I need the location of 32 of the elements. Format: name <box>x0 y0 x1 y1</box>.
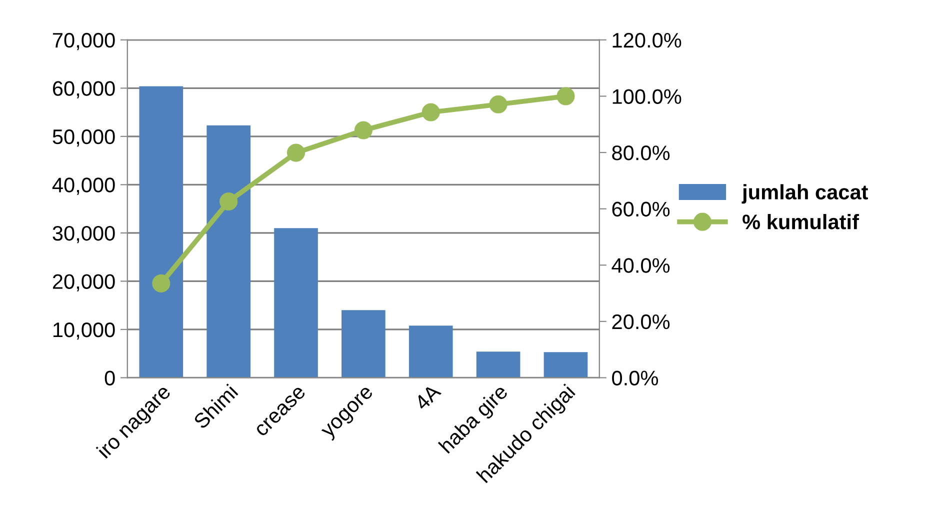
y2-tick-label: 120.0% <box>612 32 682 48</box>
bar <box>342 310 386 378</box>
bar <box>139 86 184 378</box>
y2-tick-label: 60.0% <box>612 202 670 217</box>
point <box>489 95 508 114</box>
point <box>556 87 575 106</box>
y2-tick-label: 100.0% <box>612 89 682 104</box>
bar <box>476 352 520 378</box>
y-tick-label: 60,000 <box>52 81 115 98</box>
bar <box>408 326 453 378</box>
y-tick-label: 0 <box>104 370 115 386</box>
y-tick-label: 50,000 <box>52 129 115 147</box>
y2-tick-label: 20.0% <box>612 314 670 330</box>
point <box>152 274 170 292</box>
x-tick-label: 4A <box>414 383 442 411</box>
bar <box>544 352 588 378</box>
y-tick-label: 70,000 <box>52 32 115 50</box>
bar <box>206 125 250 378</box>
y-tick-label: 10,000 <box>54 322 115 340</box>
legend-label: jumlah cacat <box>742 184 868 204</box>
y-tick-label: 30,000 <box>52 226 115 244</box>
point <box>354 121 372 140</box>
y-tick-label: 40,000 <box>52 178 115 195</box>
bar <box>274 228 318 378</box>
legend-label: % kumulatif <box>742 214 860 230</box>
point <box>220 192 238 211</box>
y2-tick-label: 0.0% <box>612 370 658 386</box>
point <box>286 144 306 162</box>
y2-tick-label: 80.0% <box>612 146 670 160</box>
y2-tick-label: 40.0% <box>612 258 670 273</box>
point <box>422 103 440 122</box>
y-tick-label: 20,000 <box>52 274 115 292</box>
